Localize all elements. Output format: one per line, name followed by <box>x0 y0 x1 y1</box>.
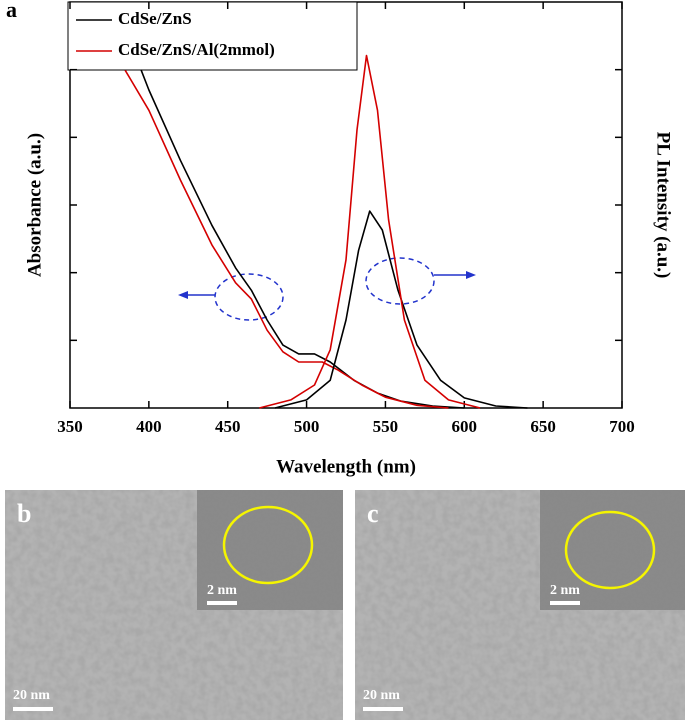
x-tick-label: 500 <box>294 417 320 436</box>
annotation-ellipse <box>214 273 284 321</box>
data-line <box>140 69 465 409</box>
y-axis-title: Absorbance (a.u.) <box>24 133 45 277</box>
x-tick-label: 450 <box>215 417 241 436</box>
tem-images: b 2 nm 20 nm c 2 nm 20 nm <box>5 490 685 720</box>
scale-bar <box>363 707 403 711</box>
inset-scale-label: 2 nm <box>207 583 237 598</box>
x-axis-title: Wavelength (nm) <box>276 456 416 477</box>
x-tick-label: 600 <box>452 417 478 436</box>
panel-label: c <box>367 499 379 528</box>
inset-scale-bar <box>207 601 237 605</box>
panel-label: a <box>6 0 17 22</box>
x-tick-label: 350 <box>57 417 83 436</box>
inset-texture <box>540 490 685 610</box>
data-line <box>274 210 528 409</box>
y2-axis-title: PL Intensity (a.u.) <box>653 132 674 279</box>
data-line <box>259 54 481 409</box>
scale-label: 20 nm <box>363 688 400 703</box>
tem-panel: b 2 nm 20 nm <box>5 490 343 720</box>
legend: CdSe/ZnS CdSe/ZnS/Al(2mmol) <box>76 9 275 59</box>
highlight-circle <box>564 510 656 590</box>
scale-bar <box>13 707 53 711</box>
inset-scale-bar <box>550 601 580 605</box>
x-tick-label: 650 <box>530 417 556 436</box>
x-tick-label: 550 <box>373 417 399 436</box>
highlight-circle <box>222 505 314 585</box>
legend-label: CdSe/ZnS/Al(2mmol) <box>118 40 275 59</box>
legend-label: CdSe/ZnS <box>118 9 192 28</box>
inset-scale-label: 2 nm <box>550 583 580 598</box>
x-tick-label: 700 <box>609 417 635 436</box>
panel-label: b <box>17 499 31 528</box>
annotation-ellipse <box>365 257 435 305</box>
x-tick-label: 400 <box>136 417 162 436</box>
data-line <box>124 69 449 409</box>
arrow-head <box>178 291 188 299</box>
plot: 350 400 450 500 550 600 650 700 <box>57 2 635 436</box>
scale-label: 20 nm <box>13 688 50 703</box>
tem-panel: c 2 nm 20 nm <box>355 490 685 720</box>
arrow-head <box>466 271 476 279</box>
inset-texture <box>197 490 343 610</box>
legend-box <box>67 1 358 71</box>
